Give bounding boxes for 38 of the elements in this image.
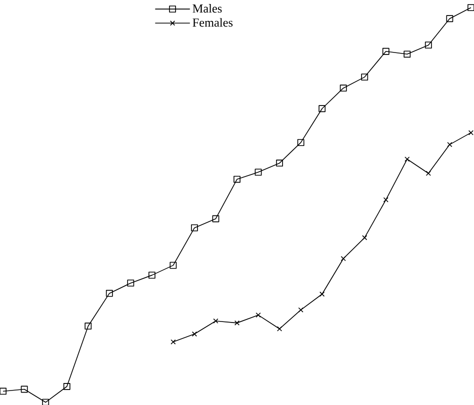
- point: [382, 48, 390, 55]
- point: [383, 197, 388, 202]
- point: [340, 256, 346, 262]
- point: [298, 307, 304, 312]
- point: [234, 320, 240, 326]
- point: [127, 279, 134, 286]
- point: [361, 73, 368, 80]
- point: [0, 388, 7, 395]
- point: [20, 386, 28, 393]
- point: [318, 105, 326, 112]
- legend-label: Males: [192, 4, 222, 12]
- point: [447, 142, 452, 147]
- point: [426, 170, 431, 176]
- point: [170, 262, 177, 269]
- point: [63, 382, 70, 390]
- point: [320, 291, 325, 297]
- point: [404, 50, 411, 58]
- point: [254, 168, 262, 176]
- point: [276, 159, 283, 166]
- point: [276, 326, 282, 332]
- point: [362, 234, 368, 240]
- point: [170, 339, 176, 344]
- point: [297, 138, 304, 146]
- point: [106, 290, 113, 297]
- point: [468, 130, 474, 136]
- point: [404, 156, 410, 162]
- point: [446, 15, 454, 22]
- point: [234, 176, 240, 183]
- point: [424, 41, 432, 48]
- point: [340, 84, 347, 92]
- point: [212, 215, 220, 222]
- point: [148, 272, 156, 278]
- point: [213, 318, 218, 324]
- point: [84, 322, 92, 330]
- legend-label: Females: [192, 18, 233, 27]
- point: [191, 224, 198, 232]
- point: [256, 312, 261, 318]
- point: [192, 331, 198, 336]
